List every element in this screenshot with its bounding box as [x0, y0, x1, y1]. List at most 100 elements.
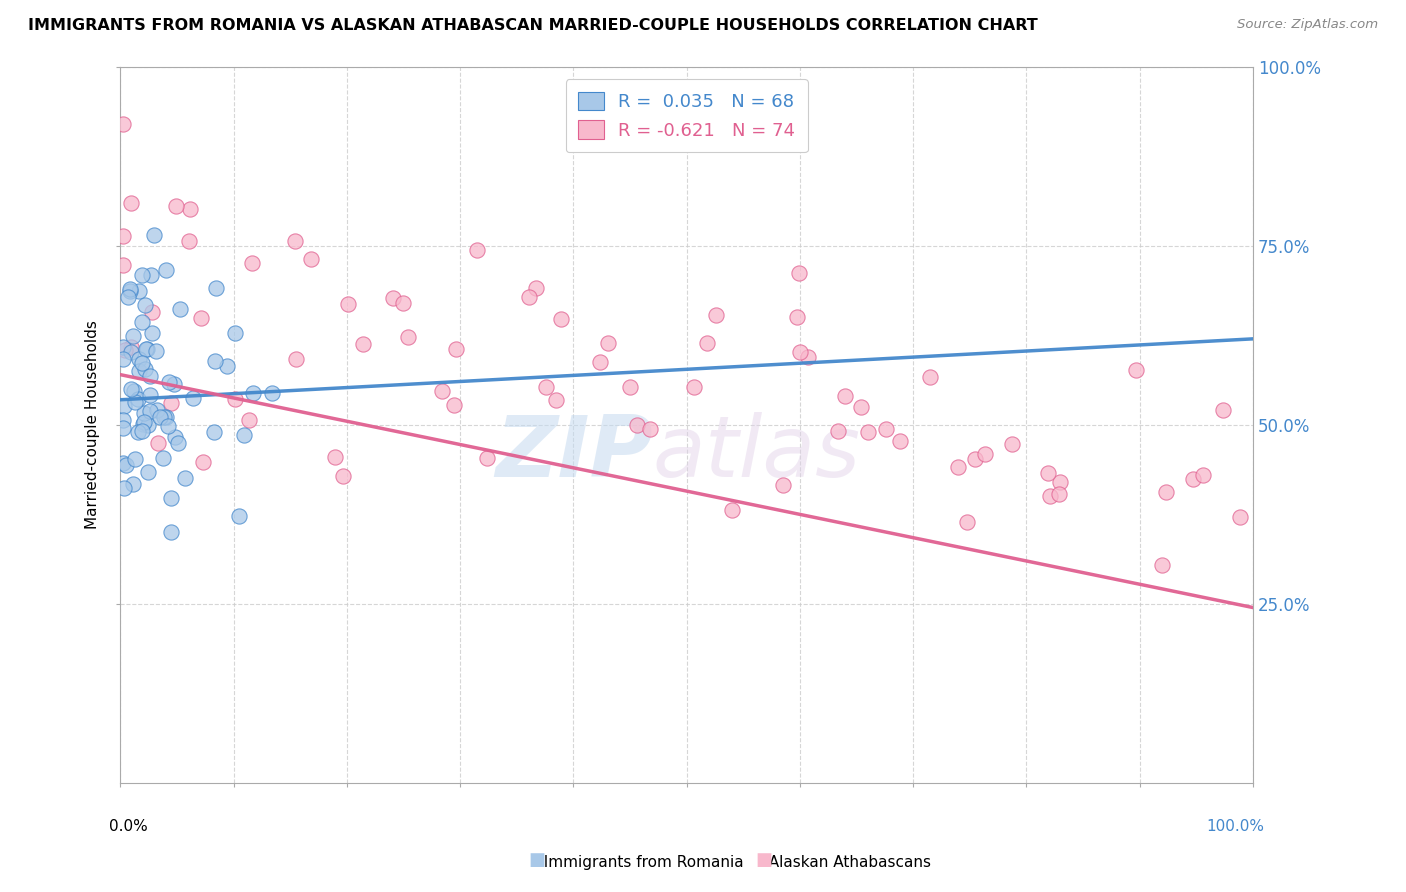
- Point: [153, 410, 176, 425]
- Point: [190, 311, 212, 326]
- Point: [242, 385, 264, 400]
- Point: [122, 384, 145, 398]
- Point: [112, 456, 135, 470]
- Point: [141, 305, 163, 319]
- Point: [889, 434, 911, 448]
- Point: [146, 403, 169, 417]
- Point: [131, 424, 153, 438]
- Point: [136, 466, 159, 480]
- Point: [465, 244, 488, 258]
- Text: ZIP: ZIP: [495, 412, 652, 495]
- Point: [396, 329, 419, 343]
- Point: [157, 375, 180, 389]
- Point: [1001, 436, 1024, 450]
- Point: [121, 477, 143, 491]
- Point: [134, 415, 156, 429]
- Point: [232, 427, 254, 442]
- Point: [827, 424, 849, 438]
- Point: [797, 351, 820, 365]
- Point: [789, 344, 811, 359]
- Point: [477, 451, 499, 466]
- Point: [124, 395, 146, 409]
- Point: [169, 301, 191, 316]
- Point: [115, 458, 138, 473]
- Point: [118, 284, 141, 298]
- Point: [152, 450, 174, 465]
- Point: [430, 384, 453, 398]
- Point: [534, 380, 557, 394]
- Point: [128, 351, 150, 366]
- Point: [1212, 403, 1234, 417]
- Point: [131, 268, 153, 282]
- Point: [165, 199, 187, 213]
- Point: [163, 376, 186, 391]
- Point: [443, 398, 465, 412]
- Point: [156, 419, 179, 434]
- Point: [139, 388, 162, 402]
- Point: [638, 421, 661, 435]
- Point: [204, 281, 226, 295]
- Point: [160, 524, 183, 539]
- Point: [589, 355, 612, 369]
- Point: [1191, 468, 1213, 483]
- Point: [122, 329, 145, 343]
- Text: ■: ■: [755, 851, 772, 869]
- Point: [1181, 472, 1204, 486]
- Point: [128, 364, 150, 378]
- Point: [179, 202, 201, 216]
- Point: [544, 393, 567, 408]
- Text: Alaskan Athabascans: Alaskan Athabascans: [759, 855, 931, 870]
- Point: [181, 392, 204, 406]
- Point: [139, 268, 162, 282]
- Text: ■: ■: [529, 851, 546, 869]
- Point: [143, 227, 166, 242]
- Point: [120, 345, 142, 359]
- Point: [145, 343, 167, 358]
- Point: [352, 336, 374, 351]
- Point: [517, 289, 540, 303]
- Point: [167, 435, 190, 450]
- Text: 0.0%: 0.0%: [110, 819, 148, 834]
- Point: [118, 282, 141, 296]
- Point: [956, 515, 979, 529]
- Point: [111, 352, 134, 367]
- Point: [136, 417, 159, 432]
- Point: [683, 380, 706, 394]
- Point: [120, 383, 142, 397]
- Point: [1150, 558, 1173, 572]
- Point: [1229, 510, 1251, 524]
- Point: [111, 420, 134, 434]
- Point: [159, 491, 181, 506]
- Legend: R =  0.035   N = 68, R = -0.621   N = 74: R = 0.035 N = 68, R = -0.621 N = 74: [565, 79, 807, 153]
- Point: [260, 385, 283, 400]
- Text: atlas: atlas: [652, 412, 860, 495]
- Point: [284, 234, 307, 248]
- Point: [112, 413, 135, 427]
- Point: [596, 336, 619, 351]
- Point: [856, 425, 879, 439]
- Point: [134, 297, 156, 311]
- Point: [174, 471, 197, 485]
- Point: [946, 459, 969, 474]
- Point: [202, 425, 225, 439]
- Point: [131, 315, 153, 329]
- Point: [849, 400, 872, 414]
- Point: [121, 195, 143, 210]
- Point: [120, 340, 142, 354]
- Point: [117, 290, 139, 304]
- Point: [1154, 484, 1177, 499]
- Point: [336, 296, 359, 310]
- Point: [238, 412, 260, 426]
- Point: [111, 258, 134, 272]
- Point: [134, 362, 156, 376]
- Point: [789, 266, 811, 280]
- Point: [444, 342, 467, 356]
- Point: [128, 284, 150, 298]
- Point: [1049, 475, 1071, 489]
- Point: [224, 392, 246, 406]
- Point: [228, 508, 250, 523]
- Point: [114, 343, 136, 358]
- Point: [141, 326, 163, 340]
- Point: [165, 430, 187, 444]
- Point: [112, 481, 135, 495]
